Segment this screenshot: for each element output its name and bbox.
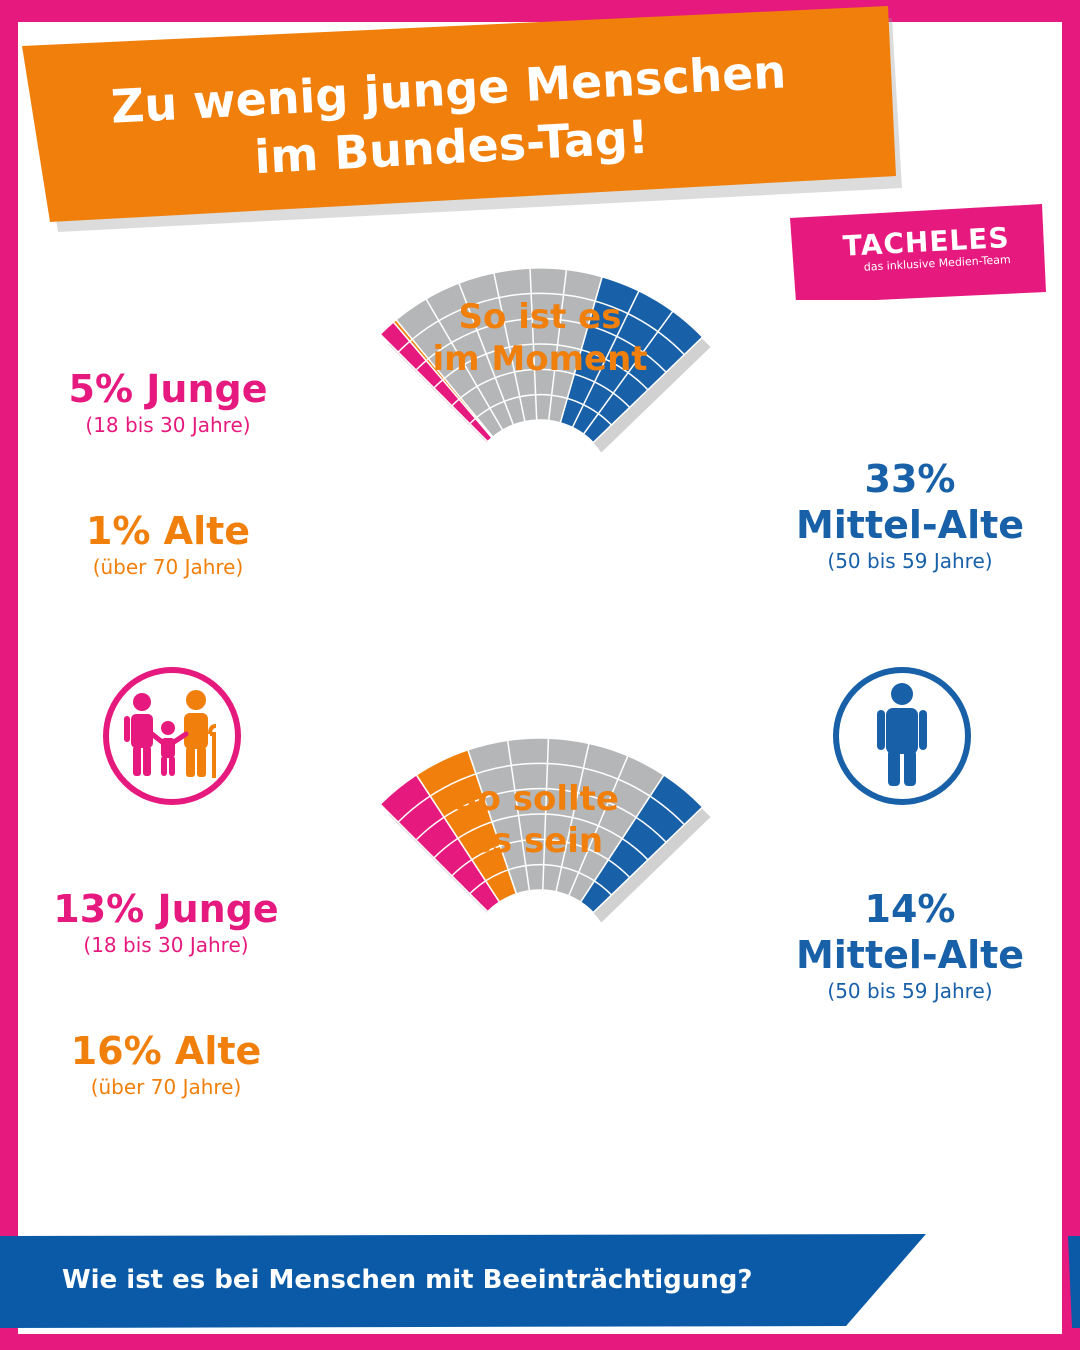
person-icon <box>833 667 971 805</box>
chart-title-target-line-2: es sein <box>468 821 604 861</box>
grid-ring <box>469 863 612 896</box>
grid-ring <box>451 838 631 878</box>
label-mid-target: 14% Mittel-Alte (50 bis 59 Jahre) <box>780 886 1040 1004</box>
title-banner <box>22 6 1046 300</box>
mid-name-current: Mittel-Alte <box>795 503 1025 547</box>
mid-range-target: (50 bis 59 Jahre) <box>827 979 993 1003</box>
chart-title-target-line-1: So sollte <box>453 779 619 819</box>
chart-title-current-line-2: im Moment <box>432 339 648 379</box>
old-range-current: (über 70 Jahre) <box>92 555 244 579</box>
chart-title-current-line-1: So ist es <box>458 297 622 337</box>
old-percent-current: 1% Alte <box>85 509 251 553</box>
donut-chart-0 <box>379 267 711 568</box>
label-old-current: 1% Alte (über 70 Jahre) <box>38 508 298 580</box>
mid-percent-target: 14% <box>864 887 956 931</box>
donut-hole <box>466 890 614 1038</box>
grid-ring <box>397 292 685 356</box>
old-percent-target: 16% Alte <box>70 1029 262 1073</box>
young-percent-current: 5% Junge <box>68 367 268 411</box>
mid-name-target: Mittel-Alte <box>795 933 1025 977</box>
young-range-current: (18 bis 30 Jahre) <box>85 413 251 437</box>
mid-range-current: (50 bis 59 Jahre) <box>827 549 993 573</box>
grid-ring <box>451 368 631 408</box>
old-range-target: (über 70 Jahre) <box>90 1075 242 1099</box>
grid-ring <box>433 343 649 391</box>
mid-percent-current: 33% <box>864 457 956 501</box>
chart-title-target: So sollte es sein <box>386 778 686 862</box>
label-young-current: 5% Junge (18 bis 30 Jahre) <box>38 366 298 438</box>
label-old-target: 16% Alte (über 70 Jahre) <box>36 1028 296 1100</box>
grid-ring <box>415 787 667 843</box>
family-icon <box>103 667 241 805</box>
grid-ring <box>397 762 685 826</box>
grid-ring <box>469 393 612 426</box>
footer-question: Wie ist es bei Menschen mit Beeinträchti… <box>62 1265 753 1295</box>
young-range-target: (18 bis 30 Jahre) <box>83 933 249 957</box>
grid-ring <box>415 317 667 373</box>
label-mid-current: 33% Mittel-Alte (50 bis 59 Jahre) <box>780 456 1040 574</box>
donut-hole <box>466 420 614 568</box>
grid-ring <box>433 813 649 861</box>
chart-title-current: So ist es im Moment <box>390 296 690 380</box>
donut-chart-1 <box>379 737 711 1038</box>
young-percent-target: 13% Junge <box>53 887 279 931</box>
label-young-target: 13% Junge (18 bis 30 Jahre) <box>36 886 296 958</box>
footer-banner <box>0 1234 1080 1328</box>
